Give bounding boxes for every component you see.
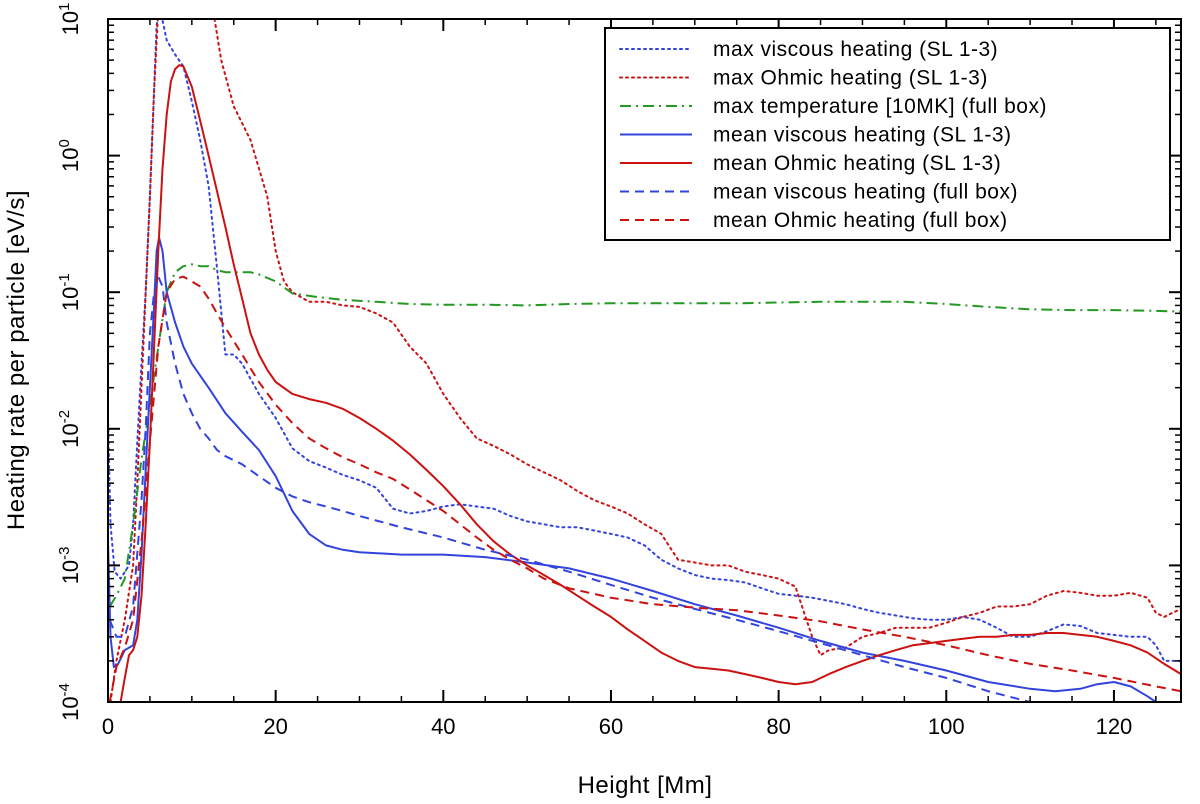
y-tick-base: 10 xyxy=(58,560,83,584)
x-axis-title: Height [Mm] xyxy=(578,772,713,799)
y-tick-exponent: -3 xyxy=(56,546,73,559)
legend-label: mean viscous heating (SL 1-3) xyxy=(713,124,1012,147)
y-tick-exponent: 1 xyxy=(56,3,73,11)
y-tick-label: 10-2 xyxy=(56,410,83,448)
series-line-1 xyxy=(108,19,1181,662)
y-tick-base: 10 xyxy=(58,11,83,35)
legend-item: max viscous heating (SL 1-3) xyxy=(619,38,998,61)
x-tick-label: 100 xyxy=(928,714,965,739)
y-tick-label: 10-3 xyxy=(56,546,83,584)
legend-label: mean Ohmic heating (SL 1-3) xyxy=(713,152,1001,175)
legend-item: mean viscous heating (full box) xyxy=(620,181,1018,204)
series-line-3 xyxy=(108,263,1181,608)
y-axis-title: Heating rate per particle [eV/s] xyxy=(3,190,30,530)
legend-label: mean viscous heating (full box) xyxy=(713,181,1018,204)
legend-label: max viscous heating (SL 1-3) xyxy=(713,38,998,61)
x-tick-label: 120 xyxy=(1096,714,1133,739)
axis-ticks xyxy=(107,18,1181,703)
x-tick-label: 20 xyxy=(263,714,287,739)
x-tick-label: 0 xyxy=(102,714,114,739)
x-tick-label: 60 xyxy=(599,714,623,739)
series-line-7 xyxy=(108,275,1181,702)
legend-item: mean Ohmic heating (full box) xyxy=(620,209,1008,232)
series-layer xyxy=(108,19,1181,702)
legend-box xyxy=(604,27,1171,241)
y-tick-exponent: -4 xyxy=(56,683,73,696)
y-tick-base: 10 xyxy=(58,696,83,720)
y-tick-label: 101 xyxy=(56,3,83,36)
legend-item: max temperature [10MK] (full box) xyxy=(620,95,1047,118)
y-tick-exponent: -2 xyxy=(56,410,73,423)
legend-label: max temperature [10MK] (full box) xyxy=(713,95,1047,118)
series-line-6 xyxy=(108,275,1031,702)
x-tick-label: 40 xyxy=(431,714,455,739)
series-line-4 xyxy=(108,236,1157,702)
x-tick-label: 80 xyxy=(766,714,790,739)
legend-label: max Ohmic heating (SL 1-3) xyxy=(713,67,988,90)
legend-item: mean viscous heating (SL 1-3) xyxy=(620,124,1012,147)
y-tick-exponent: 0 xyxy=(56,139,73,147)
plot-frame xyxy=(107,18,1182,703)
y-tick-base: 10 xyxy=(58,423,83,447)
series-line-5 xyxy=(119,64,1181,702)
y-tick-base: 10 xyxy=(58,148,83,172)
legend-item: mean Ohmic heating (SL 1-3) xyxy=(620,152,1001,175)
legend-item: max Ohmic heating (SL 1-3) xyxy=(619,67,988,90)
y-tick-label: 10-4 xyxy=(56,683,83,721)
legend-label: mean Ohmic heating (full box) xyxy=(713,209,1008,232)
y-tick-base: 10 xyxy=(58,287,83,311)
y-tick-exponent: -1 xyxy=(56,273,73,286)
x-tick-labels: 0 20 40 60 80 100 120 xyxy=(102,714,1132,739)
legend: max viscous heating (SL 1-3) max Ohmic he… xyxy=(604,27,1171,241)
y-tick-label: 10-1 xyxy=(56,273,83,311)
y-tick-label: 100 xyxy=(56,139,83,172)
